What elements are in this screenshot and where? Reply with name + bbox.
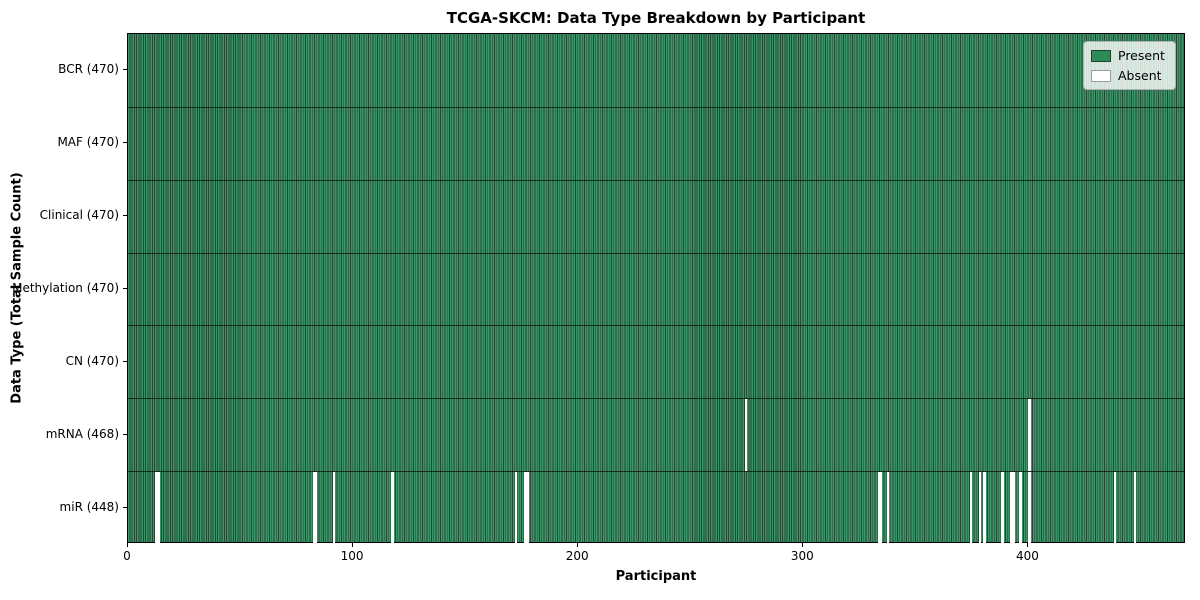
absent-stripe — [1019, 472, 1022, 544]
y-tick — [123, 360, 127, 362]
absent-stripe — [877, 472, 880, 544]
x-tick — [127, 543, 128, 547]
absent-stripe — [744, 399, 748, 472]
y-tick — [123, 142, 127, 144]
x-tick — [352, 543, 354, 547]
x-tick — [1027, 543, 1029, 547]
y-tick-label-clinical: Clinical (470) — [39, 208, 119, 223]
absent-stripe — [1028, 399, 1031, 472]
absent-stripe — [1134, 472, 1137, 544]
y-tick-label-cn: CN (470) — [65, 353, 119, 368]
legend-item-absent: Absent — [1091, 68, 1165, 83]
absent-stripe — [969, 472, 973, 544]
absent-stripe — [879, 472, 883, 544]
absent-stripe — [1113, 472, 1117, 544]
y-tick — [123, 288, 127, 289]
absent-stripe — [157, 472, 160, 544]
y-tick — [123, 215, 127, 217]
row-methylation — [128, 252, 1184, 326]
row-cn — [128, 325, 1184, 398]
absent-stripe — [332, 472, 336, 544]
absent-stripe — [515, 472, 518, 544]
absent-swatch-icon — [1091, 69, 1111, 82]
absent-stripe — [1012, 472, 1015, 544]
legend: Present Absent — [1083, 41, 1176, 90]
legend-label-absent: Absent — [1118, 68, 1162, 83]
legend-label-present: Present — [1118, 48, 1165, 63]
absent-stripe — [312, 472, 315, 544]
chart-title: TCGA-SKCM: Data Type Breakdown by Partic… — [446, 9, 866, 27]
absent-stripe — [886, 472, 889, 544]
x-tick-label-400: 400 — [1015, 549, 1039, 563]
x-tick-label-100: 100 — [340, 549, 364, 563]
row-mir — [128, 471, 1184, 544]
x-axis-label: Participant — [615, 569, 697, 584]
y-tick-label-mrna: mRNA (468) — [45, 426, 119, 441]
absent-stripe — [1001, 472, 1004, 544]
y-tick — [123, 69, 127, 71]
row-mrna — [128, 398, 1184, 472]
legend-item-present: Present — [1091, 48, 1165, 63]
present-swatch-icon — [1091, 49, 1111, 62]
absent-stripe — [1010, 472, 1013, 544]
y-tick — [123, 433, 127, 435]
absent-stripe — [524, 472, 527, 544]
row-maf — [128, 106, 1184, 180]
x-tick-label-200: 200 — [565, 549, 589, 563]
absent-stripe — [155, 472, 158, 544]
x-tick — [802, 543, 804, 547]
x-tick — [577, 543, 579, 547]
row-clinical — [128, 179, 1184, 253]
absent-stripe — [983, 472, 986, 544]
row-bcr — [128, 34, 1184, 107]
y-tick-label-maf: MAF (470) — [57, 135, 119, 150]
absent-stripe — [978, 472, 982, 544]
absent-stripe — [526, 472, 529, 544]
plot-area — [127, 33, 1185, 544]
absent-stripe — [1028, 472, 1031, 544]
absent-stripe — [314, 472, 318, 544]
y-tick — [123, 506, 127, 508]
x-tick-label-300: 300 — [790, 549, 814, 563]
x-tick-label-0: 0 — [123, 549, 131, 563]
y-tick-label-bcr: BCR (470) — [58, 62, 119, 77]
y-tick-label-mir: miR (448) — [59, 499, 119, 514]
absent-stripe — [391, 472, 394, 544]
y-tick-label-methylation: Methylation (470) — [12, 281, 119, 295]
